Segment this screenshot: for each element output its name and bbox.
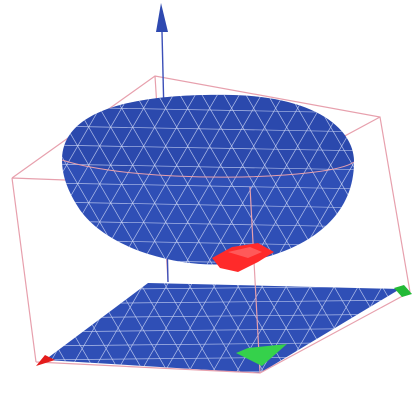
mesh-edge — [159, 283, 221, 373]
mesh-edge — [375, 283, 400, 373]
mesh-edge — [45, 283, 53, 373]
mesh-edge — [62, 94, 134, 265]
shell-rim — [61, 159, 355, 178]
mesh-edge — [62, 125, 354, 133]
shell-rim-shadow — [62, 94, 354, 178]
mesh-edge — [351, 94, 354, 265]
corner-marker-green — [394, 285, 412, 297]
mesh-edge — [396, 88, 414, 280]
mesh-edge — [45, 283, 77, 373]
mesh-edge — [62, 94, 68, 265]
mesh-edge — [62, 201, 354, 209]
mesh-edge — [197, 94, 310, 265]
mesh-edge — [255, 283, 317, 373]
mesh-edge — [111, 283, 173, 373]
mesh-edge — [0, 276, 28, 380]
mesh-edge — [135, 283, 197, 373]
hemispherical-shell — [0, 88, 414, 284]
green-marker — [236, 344, 287, 366]
mesh-edge — [207, 283, 269, 373]
mesh-edge — [45, 283, 77, 373]
contact-marker — [212, 243, 274, 272]
mesh-edge — [62, 220, 354, 228]
mesh-edge — [175, 94, 288, 265]
bounding-box-front — [35, 186, 411, 374]
mesh-edge — [307, 94, 354, 265]
mesh-edge — [263, 94, 354, 265]
mesh-edge — [0, 88, 45, 280]
mesh-edge — [0, 276, 4, 380]
contact-marker-highlight — [228, 247, 262, 258]
mesh-edge — [231, 283, 293, 373]
corner-marker-red — [36, 355, 55, 366]
sheet-body — [45, 283, 400, 373]
mesh-edge — [87, 283, 149, 373]
contact-region — [212, 243, 274, 272]
mesh-edge — [62, 144, 354, 152]
mesh-edge — [0, 276, 4, 380]
mesh-edge — [153, 94, 266, 265]
mesh-edge — [351, 94, 354, 265]
mesh-edge — [50, 278, 370, 284]
mesh-edge — [0, 88, 23, 280]
mesh-edge — [45, 283, 53, 373]
mesh-edge — [0, 88, 23, 280]
mesh-edge — [183, 283, 245, 373]
mesh-edge — [62, 94, 112, 265]
mesh-edge — [62, 94, 68, 265]
mesh-edge — [0, 88, 1, 280]
planar-sheet — [0, 272, 414, 380]
mesh-edge — [396, 88, 414, 280]
mesh-edge — [62, 163, 354, 171]
mesh-edge — [131, 94, 244, 265]
mesh-edge — [0, 276, 28, 380]
mesh-edge — [30, 272, 414, 276]
axis-arrow-icon — [156, 3, 168, 32]
mesh-edge — [0, 88, 45, 280]
mesh-edge — [50, 88, 370, 94]
mesh-edge — [62, 182, 354, 190]
mesh-edge — [0, 88, 1, 280]
